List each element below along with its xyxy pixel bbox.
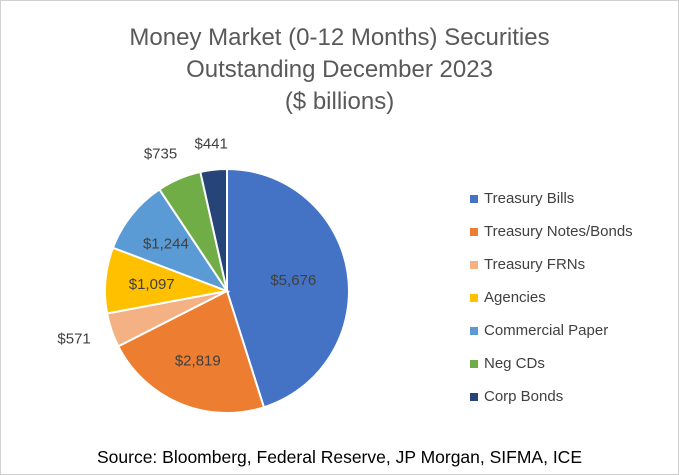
data-label-treasury-notes-bonds: $2,819 bbox=[175, 352, 221, 369]
legend-swatch bbox=[470, 392, 478, 401]
legend-swatch bbox=[470, 359, 478, 368]
legend-swatch bbox=[470, 194, 478, 203]
legend-label: Agencies bbox=[484, 289, 546, 306]
chart-title-line-2: Outstanding December 2023 bbox=[186, 56, 493, 83]
data-label-commercial-paper: $1,244 bbox=[143, 235, 189, 252]
legend-swatch bbox=[470, 293, 478, 302]
data-label-neg-cds: $735 bbox=[144, 146, 177, 163]
legend-label: Treasury Notes/Bonds bbox=[484, 223, 633, 240]
legend-label: Treasury FRNs bbox=[484, 256, 586, 273]
data-label-agencies: $1,097 bbox=[129, 276, 175, 293]
legend-item-treasury-notes-bonds: Treasury Notes/Bonds bbox=[470, 215, 633, 248]
legend: Treasury Bills Treasury Notes/Bonds Trea… bbox=[470, 182, 633, 413]
chart-title: Money Market (0-12 Months) Securities Ou… bbox=[0, 22, 679, 118]
pie-slice-treasury-bills bbox=[226, 167, 350, 409]
data-label-corp-bonds: $441 bbox=[195, 135, 228, 152]
legend-swatch bbox=[470, 227, 478, 236]
legend-item-corp-bonds: Corp Bonds bbox=[470, 380, 633, 413]
pie-slice-commercial-paper bbox=[111, 188, 230, 294]
chart-title-line-1: Money Market (0-12 Months) Securities bbox=[129, 24, 550, 51]
pie-slice-corp-bonds bbox=[199, 167, 228, 292]
data-label-treasury-bills: $5,676 bbox=[270, 272, 316, 289]
legend-swatch bbox=[470, 260, 478, 269]
legend-item-commercial-paper: Commercial Paper bbox=[470, 314, 633, 347]
source-note: Source: Bloomberg, Federal Reserve, JP M… bbox=[96, 447, 582, 467]
chart-title-line-3: ($ billions) bbox=[284, 88, 395, 115]
legend-label: Treasury Bills bbox=[484, 190, 575, 207]
legend-item-neg-cds: Neg CDs bbox=[470, 347, 633, 380]
legend-swatch bbox=[470, 326, 478, 335]
legend-item-treasury-bills: Treasury Bills bbox=[470, 182, 633, 215]
data-label-treasury-frns: $571 bbox=[57, 330, 90, 347]
legend-item-treasury-frns: Treasury FRNs bbox=[470, 248, 633, 281]
legend-label: Corp Bonds bbox=[484, 388, 564, 405]
legend-label: Commercial Paper bbox=[484, 322, 609, 339]
legend-label: Neg CDs bbox=[484, 355, 545, 372]
pie-slice-treasury-notes-bonds bbox=[116, 289, 266, 414]
legend-item-agencies: Agencies bbox=[470, 281, 633, 314]
